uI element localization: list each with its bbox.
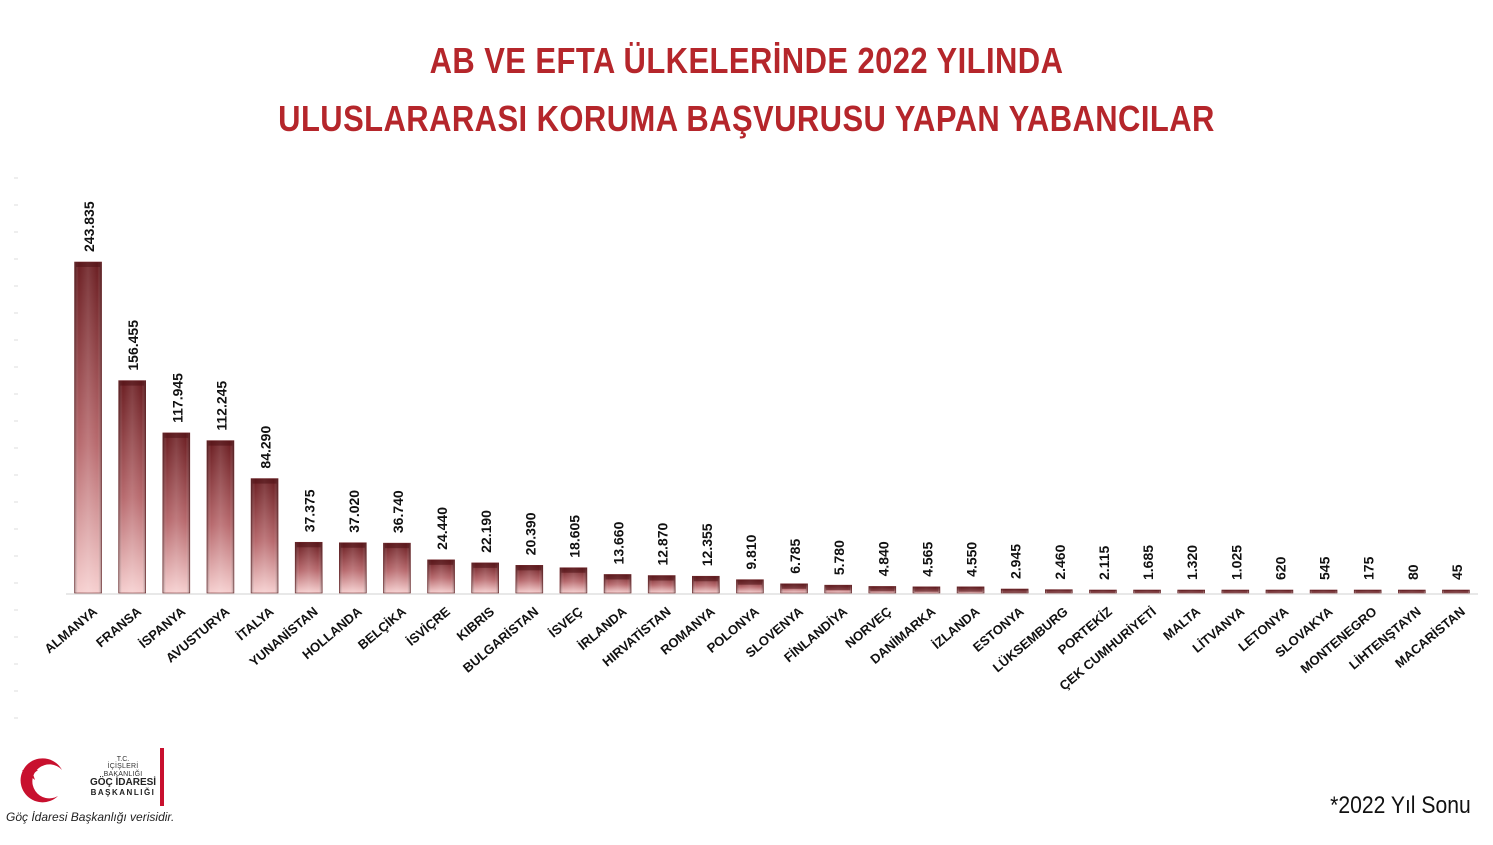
bar-cap <box>693 576 718 582</box>
bar-cap <box>517 565 542 571</box>
logo-ministry: İÇİŞLERİ BAKANLIĞI <box>103 763 143 778</box>
value-label: 6.785 <box>787 539 803 574</box>
logo-divider <box>160 748 164 806</box>
bar-cap <box>164 432 189 438</box>
value-label: 12.355 <box>699 523 715 566</box>
category-label: BULGARİSTAN <box>460 604 541 676</box>
value-label: 2.115 <box>1096 546 1112 580</box>
bar-cap <box>1135 590 1160 593</box>
bar-cap <box>826 585 851 591</box>
bar-shine <box>251 478 279 593</box>
value-label: 1.025 <box>1228 545 1244 580</box>
bar-cap <box>870 586 895 592</box>
bar-shine <box>206 440 234 593</box>
category-label: MONTENEGRO <box>1297 604 1379 676</box>
value-label: 2.945 <box>1008 544 1024 579</box>
value-label: 1.320 <box>1184 545 1200 580</box>
bar-cap <box>1090 590 1115 593</box>
bar-shine <box>471 562 499 593</box>
bars-layer <box>74 261 1470 594</box>
value-label: 20.390 <box>522 512 538 555</box>
value-label: 37.375 <box>302 489 318 532</box>
bar-shine <box>427 559 455 593</box>
bar-cap <box>1223 590 1248 593</box>
value-labels-layer: 243.835 156.455 117.945 112.245 84.290 37.375… <box>81 201 1465 580</box>
value-label: 620 <box>1272 556 1288 580</box>
axis-layer <box>14 177 1478 719</box>
bar-cap <box>1267 590 1292 593</box>
bar-cap <box>1179 590 1204 593</box>
value-label: 37.020 <box>346 490 362 533</box>
bar-cap <box>737 579 762 585</box>
bar-cap <box>1002 589 1027 593</box>
value-label: 1.685 <box>1140 545 1156 580</box>
value-label: 175 <box>1361 556 1377 580</box>
logo-sub: BAŞKANLIĞI <box>90 787 156 797</box>
value-label: 24.440 <box>434 507 450 550</box>
bar-cap <box>1046 589 1071 593</box>
bar-cap <box>252 478 277 484</box>
value-label: 2.460 <box>1052 544 1068 579</box>
logo-tc: T.C. <box>116 756 130 763</box>
bar-cap <box>1399 590 1424 593</box>
source-note: Göç İdaresi Başkanlığı verisidir. <box>6 810 175 824</box>
bar-cap <box>208 440 233 446</box>
value-label: 9.810 <box>743 534 759 569</box>
value-label: 5.780 <box>831 540 847 575</box>
category-label: İSVEÇ <box>546 603 586 640</box>
bar-shine <box>339 542 367 593</box>
chart-title-line-1: AB VE EFTA ÜLKELERİNDE 2022 YILINDA <box>429 40 1064 81</box>
category-label: İSVİÇRE <box>404 604 454 649</box>
bar-cap <box>429 559 454 565</box>
value-label: 36.740 <box>390 490 406 533</box>
category-label: BELÇİKA <box>355 603 409 652</box>
bar-cap <box>296 542 321 548</box>
bar-cap <box>1355 590 1380 593</box>
logo: T.C. İÇİŞLERİ BAKANLIĞI GÖÇ İDARESİ BAŞK… <box>10 748 180 838</box>
value-label: 4.565 <box>919 542 935 577</box>
bar-cap <box>76 262 101 267</box>
category-label: LÜKSEMBURG <box>990 604 1071 675</box>
bar-shine <box>295 542 323 593</box>
value-label: 18.605 <box>566 515 582 558</box>
category-label: ALMANYA <box>41 603 100 656</box>
footnote: *2022 Yıl Sonu <box>1330 792 1471 819</box>
bar-cap <box>473 562 498 568</box>
bar-cap <box>958 586 983 592</box>
value-label: 84.290 <box>258 426 274 469</box>
crescent-star-icon <box>20 758 63 803</box>
value-label: 45 <box>1449 564 1465 580</box>
bar-cap <box>914 586 939 592</box>
value-label: 12.870 <box>655 522 671 565</box>
bar-shine <box>118 380 146 593</box>
bar-shine <box>383 543 411 593</box>
bar-cap <box>649 575 674 581</box>
bar-cap <box>605 574 630 580</box>
bar-cap <box>561 567 586 573</box>
bar-cap <box>120 380 145 386</box>
value-label: 112.245 <box>213 381 229 431</box>
value-label: 545 <box>1317 556 1333 580</box>
logo-name: GÖÇ İDARESİ <box>89 777 157 789</box>
bar-cap <box>1443 590 1468 593</box>
value-label: 243.835 <box>81 201 97 252</box>
bar-cap <box>340 542 365 548</box>
value-label: 117.945 <box>169 373 185 423</box>
value-label: 80 <box>1405 564 1421 580</box>
value-label: 22.190 <box>478 510 494 553</box>
bar-shine <box>74 262 102 593</box>
value-label: 13.660 <box>611 521 627 564</box>
chart-title-line-2: ULUSLARARASI KORUMA BAŞVURUSU YAPAN YABA… <box>278 98 1215 139</box>
category-label: FRANSA <box>93 603 145 650</box>
bar-cap <box>1311 590 1336 593</box>
bar-shine <box>162 432 190 593</box>
value-label: 156.455 <box>125 320 141 371</box>
bar-cap <box>782 583 807 589</box>
value-label: 4.840 <box>875 541 891 576</box>
value-label: 4.550 <box>964 542 980 577</box>
bar-cap <box>384 543 409 549</box>
